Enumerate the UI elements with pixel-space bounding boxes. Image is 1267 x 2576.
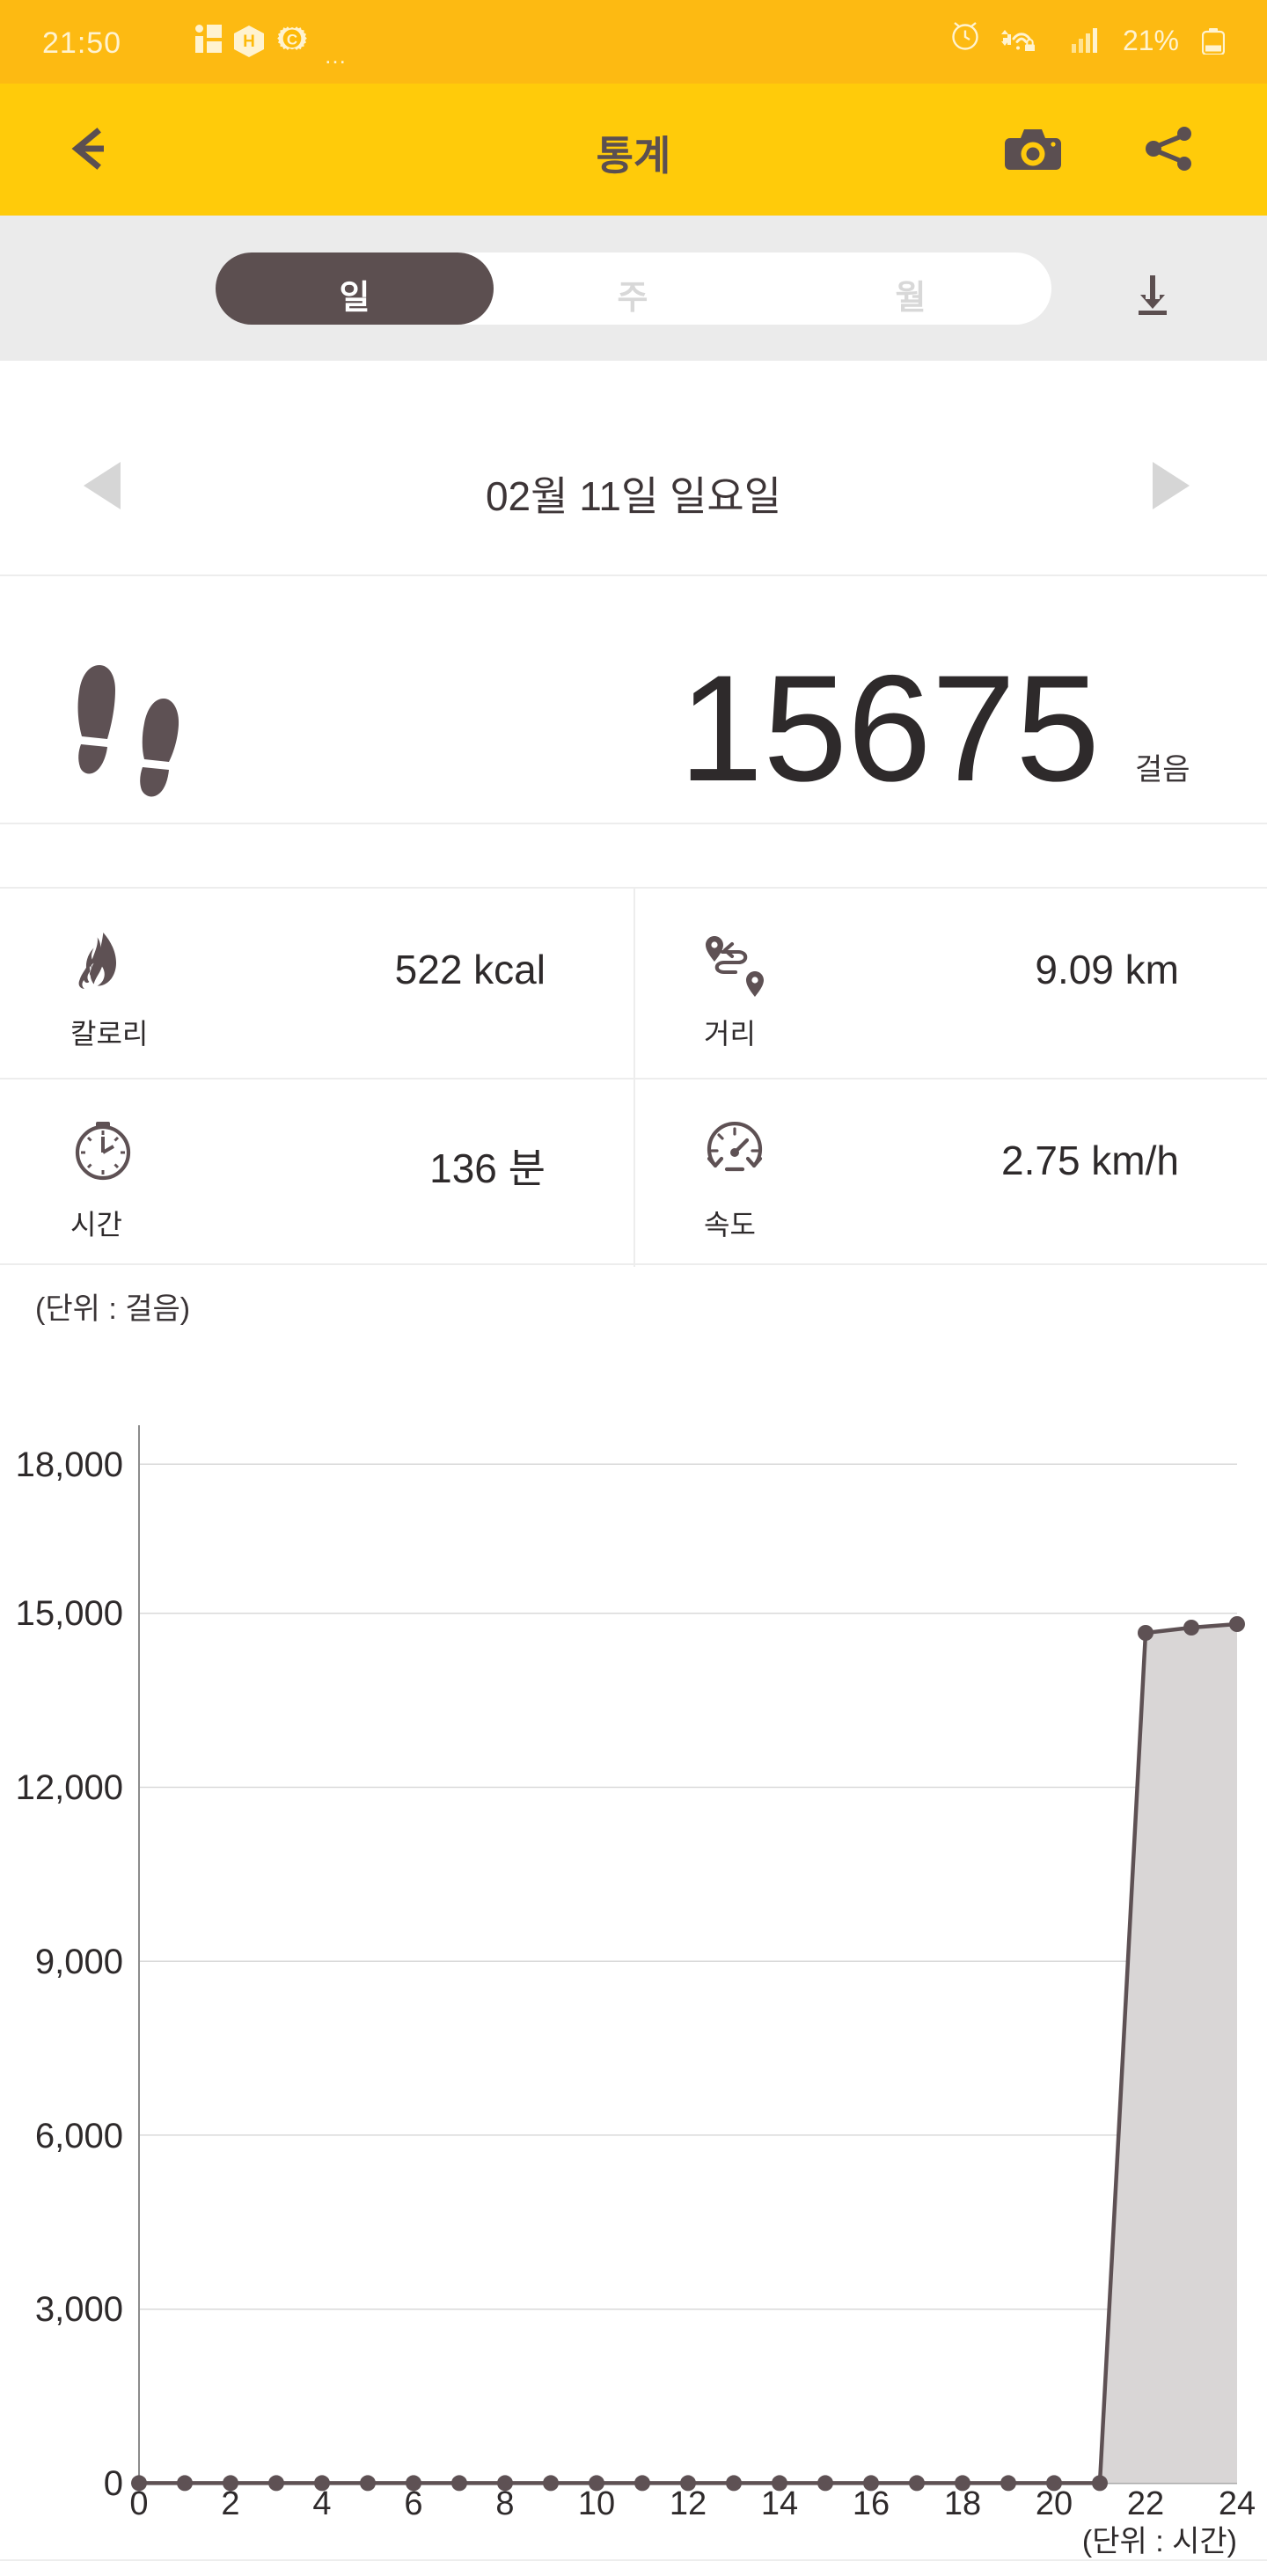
svg-text:C: C xyxy=(287,32,297,48)
svg-text:6,000: 6,000 xyxy=(35,2117,123,2155)
svg-text:H: H xyxy=(243,33,255,51)
svg-text:22: 22 xyxy=(1127,2485,1164,2522)
svg-text:12,000: 12,000 xyxy=(16,1768,123,1807)
svg-text:24: 24 xyxy=(1219,2485,1256,2522)
svg-text:18,000: 18,000 xyxy=(16,1445,123,1484)
svg-text:(단위 : 시간): (단위 : 시간) xyxy=(1082,2525,1237,2558)
svg-text:9,000: 9,000 xyxy=(35,1943,123,1981)
svg-text:15,000: 15,000 xyxy=(16,1594,123,1633)
svg-text:0: 0 xyxy=(104,2464,123,2503)
svg-text:3,000: 3,000 xyxy=(35,2290,123,2329)
